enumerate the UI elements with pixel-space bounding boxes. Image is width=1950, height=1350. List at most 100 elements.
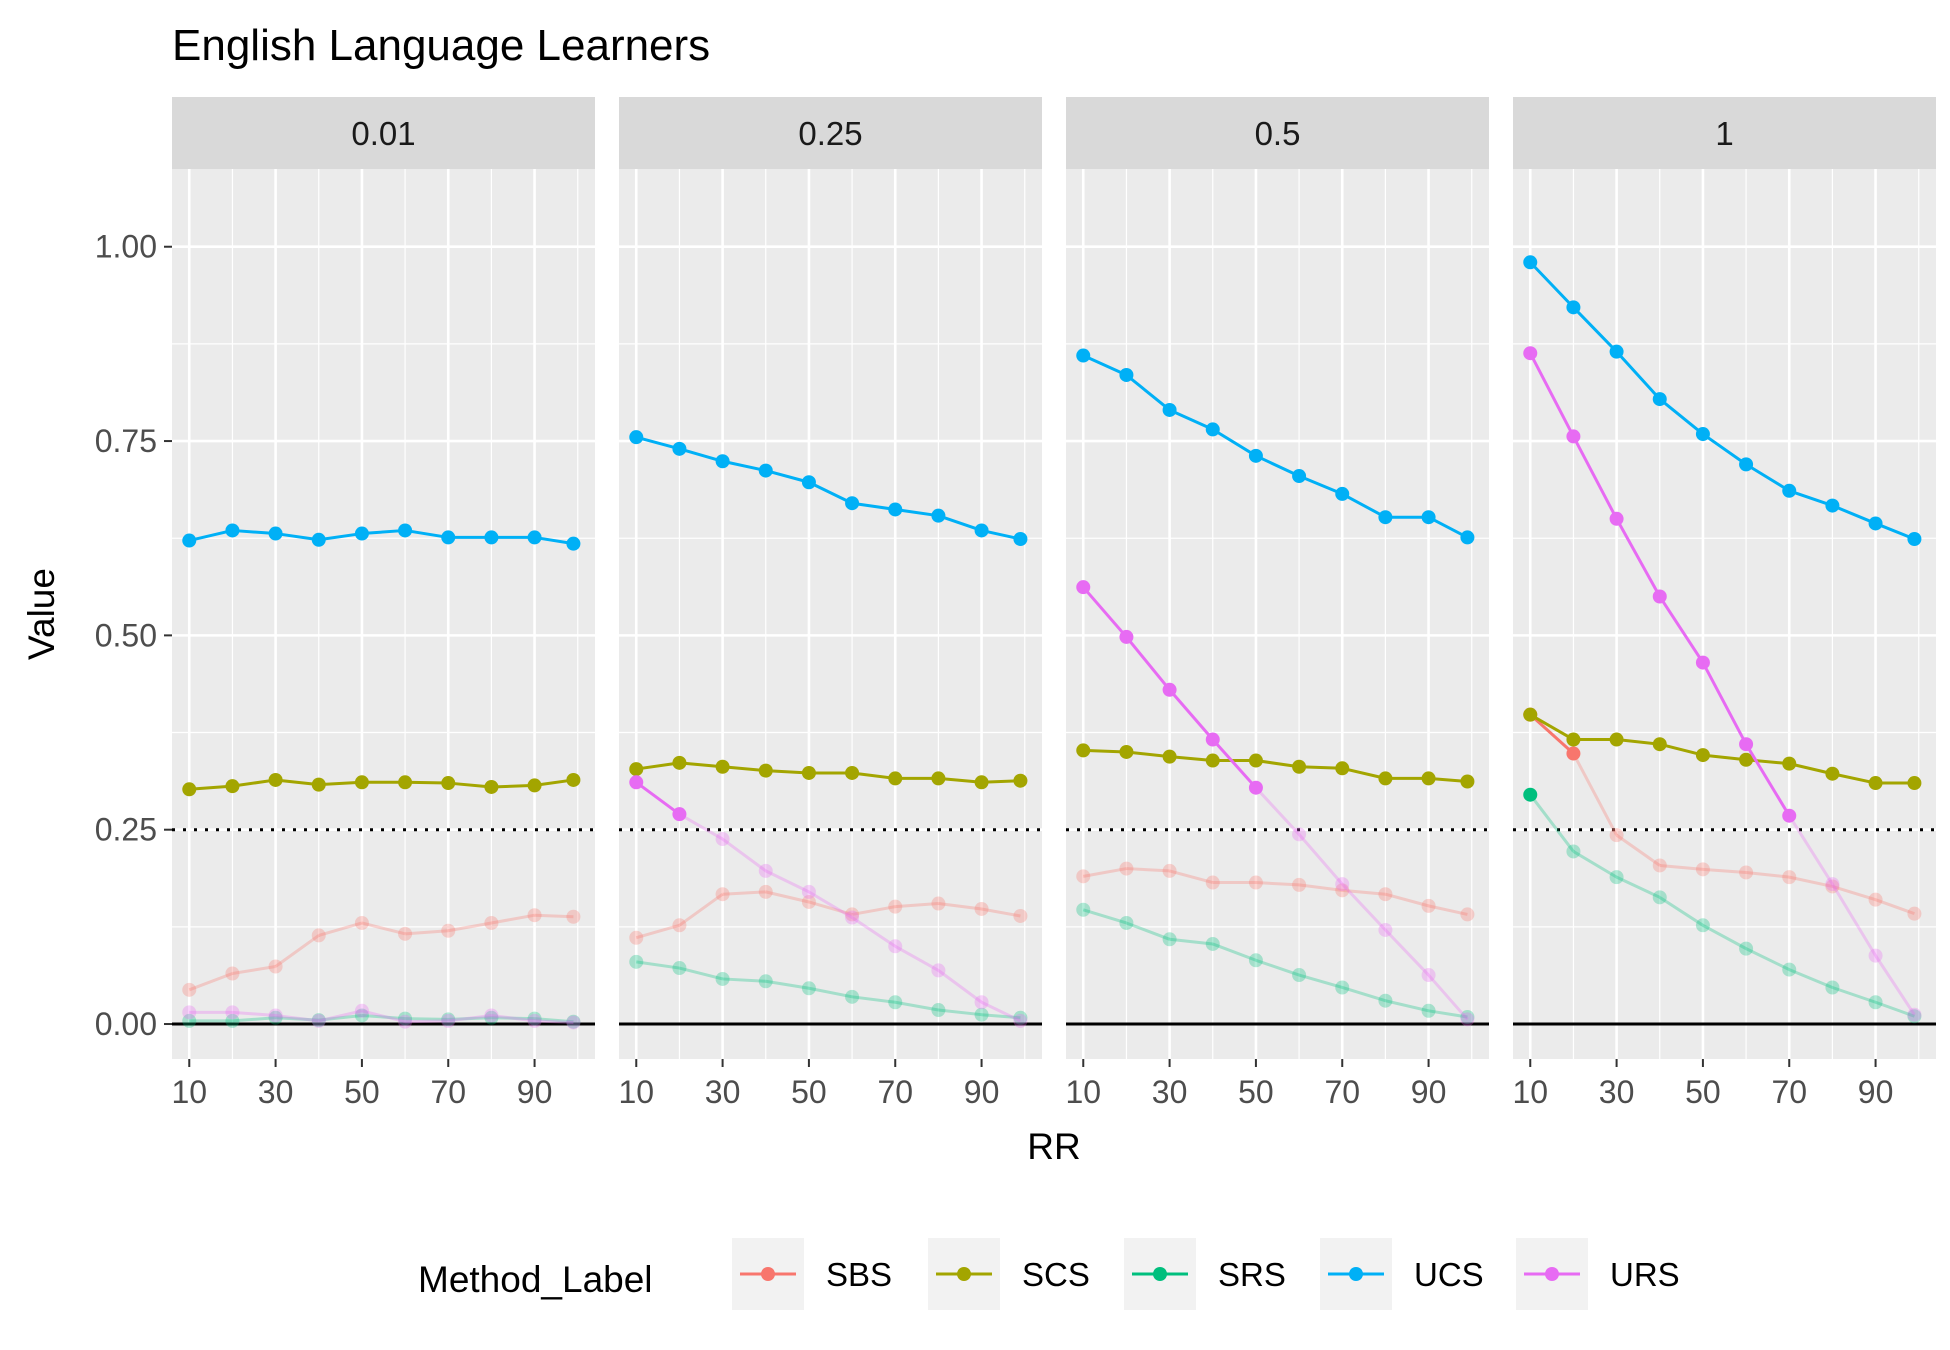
series-urs: [1523, 346, 1922, 1022]
series-line-segment: [275, 1016, 319, 1022]
data-point: [888, 899, 903, 914]
series-sbs: [182, 908, 581, 997]
series-line-segment: [1126, 750, 1170, 759]
y-tick-label: 0.25: [95, 812, 157, 848]
series-urs: [182, 1003, 581, 1030]
data-point: [566, 1014, 581, 1029]
data-point: [1825, 766, 1840, 781]
data-point: [268, 772, 283, 787]
y-axis: 0.00 0.25 0.50 0.75 1.00: [95, 229, 172, 1042]
series-line-segment: [1616, 738, 1660, 746]
series-line-segment: [404, 528, 449, 539]
data-point: [225, 1005, 240, 1020]
data-point: [484, 1010, 499, 1025]
series-line-segment: [448, 1016, 492, 1021]
data-point: [629, 762, 644, 777]
series-line-segment: [722, 459, 767, 473]
data-point: [1292, 877, 1307, 892]
data-point: [1460, 774, 1475, 789]
data-point: [225, 966, 240, 981]
data-point: [931, 896, 946, 911]
series-line-segment: [636, 761, 680, 771]
series-line-segment: [1572, 306, 1618, 353]
series-line-segment: [1168, 688, 1214, 741]
series-line-segment: [361, 528, 406, 536]
series-line-segment: [679, 761, 723, 769]
series-line-segment: [808, 986, 853, 999]
data-point: [1248, 753, 1263, 768]
data-point: [1825, 498, 1840, 513]
data-point: [1739, 865, 1754, 880]
data-point: [311, 1013, 326, 1028]
data-point: [1013, 531, 1028, 546]
data-point: [225, 779, 240, 794]
data-point: [1739, 752, 1754, 767]
data-point: [845, 989, 860, 1004]
series-line-segment: [232, 528, 276, 536]
series-sbs: [629, 884, 1028, 945]
data-point: [566, 909, 581, 924]
series-line-segment: [722, 977, 766, 983]
data-point: [1378, 993, 1393, 1008]
data-point: [1868, 892, 1883, 907]
series-line-segment: [765, 890, 810, 904]
series-line-segment: [404, 929, 449, 936]
legend: Method_Label SBS SCS SRS UCS URS: [418, 1238, 1680, 1310]
x-tick-label: 70: [1324, 1074, 1360, 1110]
data-point: [398, 523, 413, 538]
series-line-segment: [635, 923, 680, 940]
data-point: [1378, 887, 1393, 902]
x-tick-label: 90: [1858, 1074, 1894, 1110]
series-line-segment: [275, 1013, 319, 1023]
data-point: [1739, 457, 1754, 472]
x-tick-label: 50: [791, 1074, 827, 1110]
series-line-segment: [938, 776, 982, 784]
series-line-segment: [722, 890, 766, 896]
series-line-segment: [534, 1019, 574, 1024]
series-line-segment: [1875, 898, 1915, 916]
series-ucs: [1076, 348, 1475, 545]
data-point: [672, 918, 687, 933]
series-line-segment: [980, 1000, 1022, 1023]
data-point: [225, 1013, 240, 1028]
series-line-segment: [1528, 352, 1575, 438]
series-line-segment: [1788, 875, 1833, 888]
series-line-segment: [1788, 968, 1833, 989]
legend-key-point: [1545, 1267, 1559, 1281]
series-urs: [629, 775, 1028, 1028]
data-point: [354, 1003, 369, 1018]
data-point: [715, 887, 730, 902]
data-point: [1119, 367, 1134, 382]
series-srs: [182, 1008, 581, 1029]
series-line-segment: [1385, 999, 1429, 1013]
series-line-segment: [1572, 752, 1618, 836]
data-point: [801, 765, 816, 780]
x-tick-label: 50: [1238, 1074, 1274, 1110]
data-point: [527, 778, 542, 793]
series-line-segment: [491, 1013, 535, 1023]
data-point: [974, 995, 989, 1010]
series-line-segment: [1082, 908, 1127, 925]
series-line-segment: [1529, 261, 1575, 309]
series-line-segment: [765, 869, 810, 894]
series-line-segment: [1082, 354, 1128, 377]
data-point: [845, 765, 860, 780]
data-point: [1907, 531, 1922, 546]
data-point: [182, 1013, 197, 1028]
data-point: [1523, 787, 1538, 802]
data-point: [931, 771, 946, 786]
data-point: [1825, 980, 1840, 995]
series-scs: [182, 772, 581, 797]
series-line-segment: [1428, 904, 1468, 916]
series-line-segment: [1702, 923, 1747, 950]
data-point: [1292, 827, 1307, 842]
data-point: [268, 1008, 283, 1023]
series-line-segment: [1658, 397, 1704, 436]
series-line-segment: [1831, 885, 1877, 902]
legend-label: UCS: [1414, 1256, 1484, 1293]
series-line-segment: [1255, 759, 1300, 769]
series-ucs: [629, 430, 1028, 546]
series-srs: [1076, 902, 1475, 1025]
data-point: [1076, 580, 1091, 595]
data-point: [1460, 1012, 1475, 1027]
